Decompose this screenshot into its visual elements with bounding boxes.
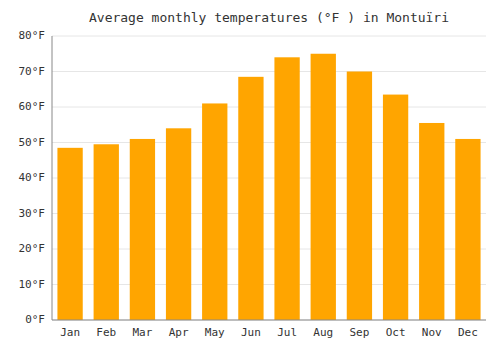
x-tick-label: Nov <box>422 326 442 339</box>
grid-line <box>52 71 486 72</box>
y-tick-labels: 0°F 10°F 20°F 30°F 40°F 50°F 60°F 70°F 80°F <box>19 29 46 326</box>
y-tick-label: 80°F <box>19 29 46 42</box>
x-tick-label: Aug <box>313 326 333 339</box>
x-tick-labels: Jan Feb Mar Apr May Jun Jul Aug Sep Oct Nov Dec <box>60 326 478 339</box>
bars <box>57 54 480 320</box>
y-grid <box>52 36 486 320</box>
bar <box>94 144 119 320</box>
bar <box>419 123 444 320</box>
x-tick-label: Feb <box>96 326 116 339</box>
bar <box>57 148 82 320</box>
bar <box>455 139 480 320</box>
y-tick-label: 20°F <box>19 242 46 255</box>
chart-svg: 0°F 10°F 20°F 30°F 40°F 50°F 60°F 70°F 80°F Jan Fe… <box>0 0 500 350</box>
bar <box>202 103 227 320</box>
grid-line <box>52 320 486 321</box>
bar <box>130 139 155 320</box>
chart-container: 0°F 10°F 20°F 30°F 40°F 50°F 60°F 70°F 80°F Jan Fe… <box>0 0 500 350</box>
x-tick-label: May <box>205 326 225 339</box>
x-tick-label: Jun <box>241 326 261 339</box>
x-tick-label: Sep <box>349 326 369 339</box>
bar <box>311 54 336 320</box>
grid-line <box>52 107 486 108</box>
y-tick-label: 0°F <box>25 313 45 326</box>
x-tick-label: Oct <box>386 326 406 339</box>
y-tick-label: 10°F <box>19 278 46 291</box>
y-tick-label: 30°F <box>19 207 46 220</box>
y-tick-label: 70°F <box>19 65 46 78</box>
chart-title: Average monthly temperatures (°F ) in Mo… <box>89 10 449 25</box>
x-tick-label: Jan <box>60 326 80 339</box>
bar <box>274 57 299 320</box>
x-tick-label: Dec <box>458 326 478 339</box>
x-tick-label: Jul <box>277 326 297 339</box>
y-tick-label: 60°F <box>19 100 46 113</box>
x-axis-line <box>52 320 486 321</box>
y-tick-label: 50°F <box>19 136 46 149</box>
bar <box>347 72 372 321</box>
y-tick-label: 40°F <box>19 171 46 184</box>
bar <box>238 77 263 320</box>
bar <box>166 128 191 320</box>
x-tick-label: Apr <box>169 326 189 339</box>
y-axis-line <box>52 36 53 320</box>
grid-line <box>52 36 486 37</box>
bar <box>383 95 408 320</box>
x-tick-label: Mar <box>132 326 152 339</box>
